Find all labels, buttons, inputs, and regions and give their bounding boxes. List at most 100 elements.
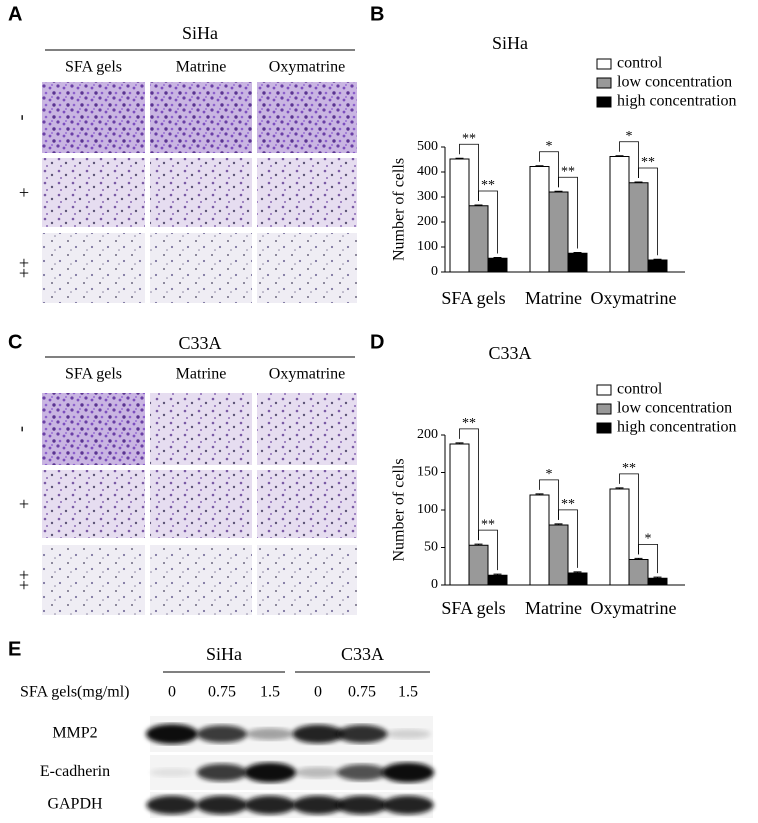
- micrograph: [42, 82, 145, 153]
- micrograph: [42, 158, 145, 227]
- legend-swatch: [596, 384, 612, 396]
- legend-swatch: [596, 58, 612, 70]
- micrograph: [257, 470, 357, 538]
- y-tick-label: 200: [417, 427, 438, 442]
- legend-label: low concentration: [617, 400, 732, 417]
- row-label: +: [14, 187, 34, 197]
- bar: [487, 574, 508, 586]
- bar: [529, 494, 550, 586]
- blot-band: [244, 762, 296, 783]
- micrograph: [150, 470, 252, 538]
- x-tick-label: SFA gels: [441, 598, 505, 618]
- dose: 0: [314, 684, 322, 701]
- micrograph: [42, 470, 145, 538]
- blot-band: [246, 727, 294, 741]
- x-tick-label: Oxymatrine: [591, 598, 677, 618]
- significance-label: **: [561, 497, 575, 512]
- dose-label: SFA gels(mg/ml): [20, 684, 130, 701]
- y-tick-label: 500: [417, 139, 438, 154]
- legend-swatch: [596, 403, 612, 415]
- blot-band: [382, 795, 434, 815]
- blot-band: [292, 795, 344, 815]
- row-label: +: [14, 499, 34, 509]
- bar: [567, 572, 588, 586]
- panel-label: A: [8, 3, 22, 25]
- legend-swatch: [596, 96, 612, 108]
- micrograph: [257, 393, 357, 465]
- legend-label: low concentration: [617, 74, 732, 91]
- significance-label: **: [481, 517, 495, 532]
- y-tick-label: 0: [431, 264, 438, 279]
- protein-label: E-cadherin: [40, 763, 110, 780]
- blot-band: [292, 724, 344, 744]
- significance-label: *: [645, 532, 652, 547]
- blot-band: [382, 762, 434, 783]
- blot-band: [196, 795, 248, 815]
- legend-swatch: [596, 422, 612, 434]
- bar: [609, 156, 630, 273]
- panel-label: D: [370, 331, 384, 353]
- significance-bracket: [478, 190, 498, 254]
- significance-label: *: [546, 139, 553, 154]
- significance-bracket: [619, 473, 639, 555]
- significance-bracket: [459, 428, 479, 541]
- significance-bracket: [638, 167, 658, 256]
- bar: [628, 182, 649, 273]
- dose: 1.5: [260, 684, 280, 701]
- y-tick-label: 200: [417, 214, 438, 229]
- legend-label: high concentration: [617, 419, 737, 436]
- bar: [529, 166, 550, 273]
- y-tick-label: 0: [431, 577, 438, 592]
- micrograph: [257, 545, 357, 615]
- panel-title: SiHa: [182, 23, 218, 43]
- bar: [609, 488, 630, 586]
- bar: [468, 205, 489, 273]
- column-header: Oxymatrine: [269, 59, 345, 76]
- micrograph: [257, 158, 357, 227]
- y-tick-label: 300: [417, 189, 438, 204]
- significance-bracket: [539, 151, 559, 188]
- chart-title: C33A: [488, 343, 531, 363]
- significance-label: **: [462, 131, 476, 146]
- y-tick-label: 150: [417, 465, 438, 480]
- column-header: Oxymatrine: [269, 366, 345, 383]
- significance-label: **: [561, 164, 575, 179]
- bar: [628, 559, 649, 586]
- x-tick-label: SFA gels: [441, 288, 505, 308]
- column-header: SFA gels: [65, 59, 122, 76]
- protein-label: MMP2: [52, 725, 97, 742]
- micrograph: [150, 545, 252, 615]
- dose: 0: [168, 684, 176, 701]
- protein-label: GAPDH: [47, 796, 103, 813]
- y-tick-label: 100: [417, 239, 438, 254]
- y-axis-label: Number of cells: [391, 458, 408, 561]
- dose: 0.75: [208, 684, 236, 701]
- x-tick-label: Oxymatrine: [591, 288, 677, 308]
- blot-band: [146, 724, 198, 744]
- blot-band: [196, 725, 248, 743]
- significance-label: *: [626, 129, 633, 144]
- bar: [647, 259, 668, 273]
- blot-band: [337, 764, 387, 781]
- micrograph: [150, 158, 252, 227]
- bar: [548, 191, 569, 273]
- x-tick-label: Matrine: [525, 288, 582, 308]
- significance-bracket: [459, 143, 479, 201]
- panel-title: C33A: [178, 333, 221, 353]
- blot-band: [336, 724, 388, 744]
- row-label: -: [14, 426, 34, 432]
- bar: [567, 252, 588, 273]
- x-tick-label: Matrine: [525, 598, 582, 618]
- micrograph: [150, 393, 252, 465]
- micrograph: [42, 545, 145, 615]
- chart-title: SiHa: [492, 33, 528, 53]
- panel-label: B: [370, 3, 384, 25]
- group-label: SiHa: [206, 644, 242, 664]
- blot-band: [244, 795, 296, 815]
- legend-swatch: [596, 77, 612, 89]
- micrograph: [42, 233, 145, 303]
- significance-label: **: [641, 155, 655, 170]
- panel-label: E: [8, 638, 21, 660]
